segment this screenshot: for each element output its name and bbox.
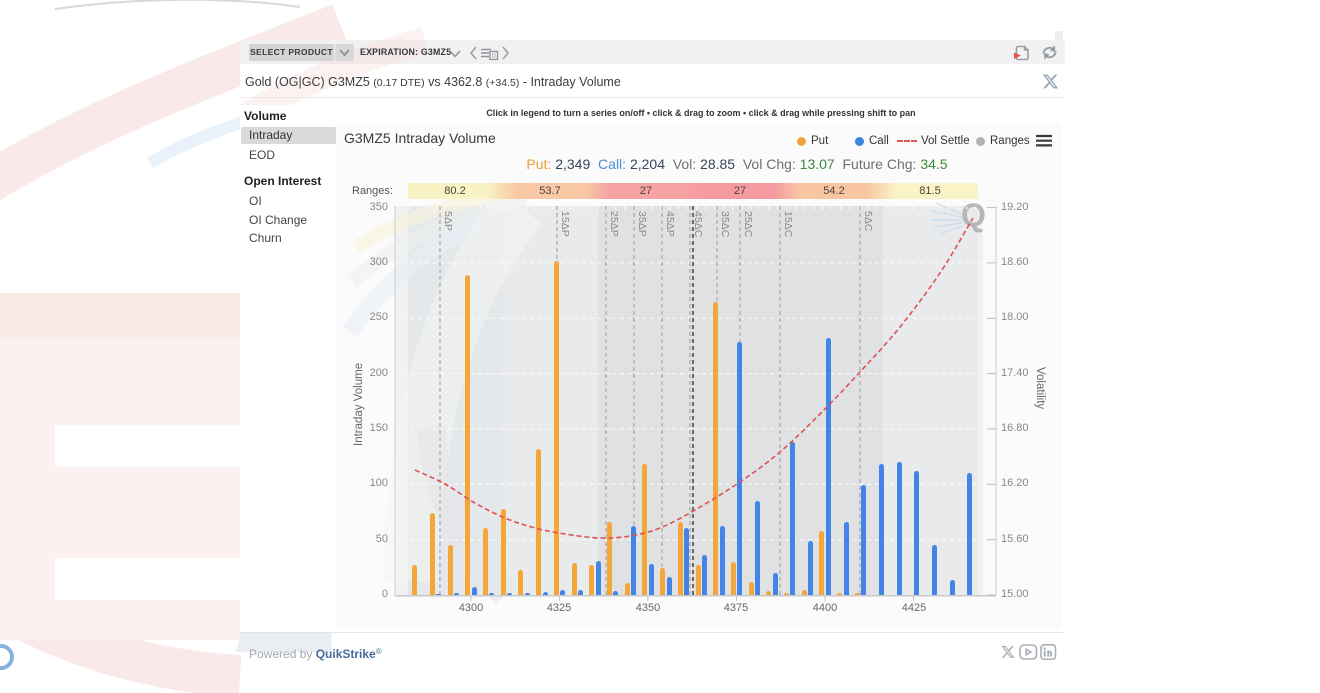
svg-text:0: 0 — [492, 51, 496, 60]
svg-text:Q: Q — [961, 197, 986, 233]
